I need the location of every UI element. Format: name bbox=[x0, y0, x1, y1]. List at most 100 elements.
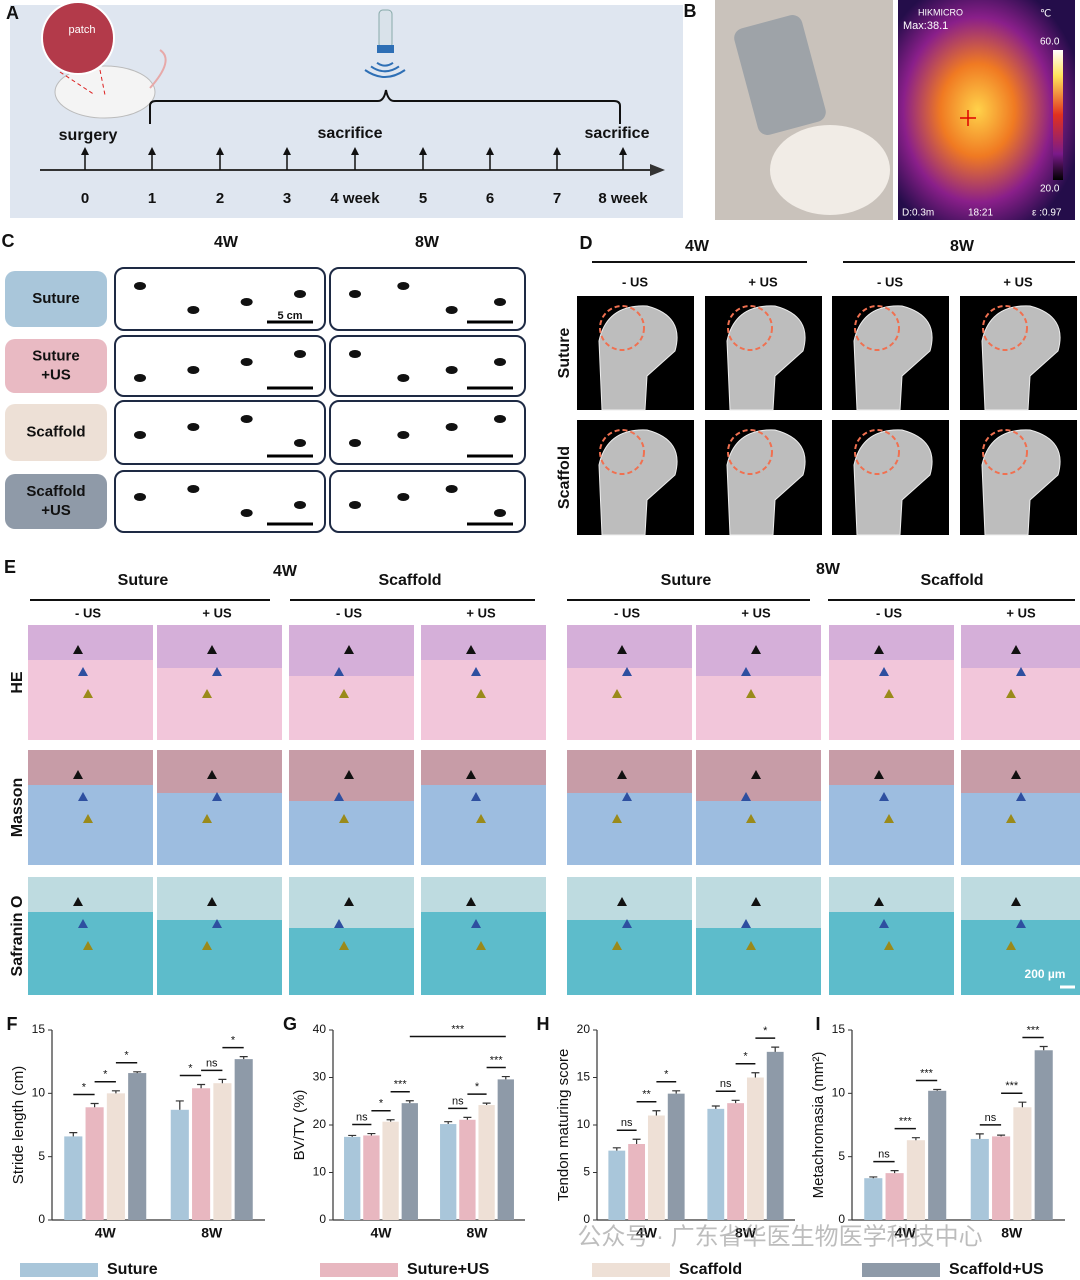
histology-region bbox=[157, 877, 282, 920]
timeline-label: 0 bbox=[81, 190, 89, 207]
subcolumn-header: + US bbox=[202, 605, 232, 620]
bar bbox=[170, 1109, 189, 1220]
legend-label: Scaffold bbox=[679, 1261, 742, 1278]
bar bbox=[727, 1103, 745, 1220]
error-bar bbox=[367, 1132, 376, 1136]
x-tick-label: 4W bbox=[371, 1225, 393, 1241]
row-label: HE bbox=[9, 671, 26, 694]
defect-circle bbox=[982, 429, 1028, 475]
error-bar bbox=[444, 1121, 453, 1125]
marker-triangle bbox=[612, 689, 622, 698]
marker-triangle bbox=[751, 770, 761, 779]
histology-region bbox=[961, 877, 1080, 920]
paw-print bbox=[397, 374, 410, 382]
significance-label: *** bbox=[1027, 1024, 1041, 1036]
timepoint-header: 8W bbox=[816, 561, 841, 578]
significance-label: * bbox=[379, 1098, 384, 1110]
bone-render bbox=[981, 305, 1061, 411]
paw-print bbox=[349, 290, 361, 298]
marker-triangle bbox=[339, 814, 349, 823]
bone-render bbox=[726, 305, 806, 411]
y-tick-label: 10 bbox=[313, 1165, 327, 1179]
significance-label: * bbox=[664, 1069, 669, 1081]
marker-triangle bbox=[874, 770, 884, 779]
bar bbox=[992, 1136, 1011, 1220]
paw-print bbox=[240, 509, 253, 517]
marker-triangle bbox=[1011, 897, 1021, 906]
marker-triangle bbox=[344, 897, 354, 906]
marker-triangle bbox=[1016, 667, 1026, 676]
paw-print bbox=[494, 298, 506, 306]
error-bar bbox=[632, 1138, 641, 1144]
x-tick-label: 8W bbox=[201, 1225, 223, 1241]
paw-print bbox=[134, 431, 146, 439]
group-header: Scaffold bbox=[378, 572, 441, 589]
paw-print bbox=[134, 282, 146, 290]
footprint-image bbox=[114, 470, 326, 533]
bar bbox=[906, 1140, 925, 1220]
thermal-scale-max: 60.0 bbox=[1040, 37, 1060, 48]
paw-print bbox=[397, 493, 410, 501]
bar bbox=[234, 1059, 253, 1220]
paw-print bbox=[240, 358, 253, 366]
error-bar bbox=[463, 1116, 472, 1120]
bar bbox=[213, 1083, 232, 1220]
group-label: Scaffold bbox=[26, 483, 85, 500]
error-bar bbox=[933, 1088, 942, 1091]
error-bar bbox=[751, 1072, 760, 1078]
marker-triangle bbox=[78, 667, 88, 676]
error-bar bbox=[672, 1090, 681, 1094]
error-bar bbox=[239, 1056, 248, 1060]
group-label: Suture bbox=[32, 290, 80, 307]
marker-triangle bbox=[746, 689, 756, 698]
marker-triangle bbox=[78, 792, 88, 801]
y-tick-label: 40 bbox=[313, 1022, 327, 1036]
legend-label: Suture bbox=[107, 1261, 158, 1278]
inset-photo bbox=[41, 1, 115, 75]
marker-triangle bbox=[884, 689, 894, 698]
group-header: Suture bbox=[118, 572, 169, 589]
histology-region bbox=[421, 877, 546, 912]
histology-region bbox=[421, 625, 546, 660]
marker-triangle bbox=[741, 919, 751, 928]
panel-letter: D bbox=[580, 233, 593, 253]
time-arrowhead bbox=[419, 147, 427, 155]
event-label: sacrifice bbox=[318, 125, 383, 142]
subcolumn-header: - US bbox=[75, 605, 101, 620]
bar bbox=[885, 1173, 904, 1220]
paw-print bbox=[397, 431, 410, 439]
timeline-label: 8 week bbox=[598, 190, 648, 207]
marker-triangle bbox=[1006, 814, 1016, 823]
marker-triangle bbox=[1011, 645, 1021, 654]
significance-label: ns bbox=[878, 1149, 890, 1161]
time-arrowhead bbox=[216, 147, 224, 155]
bone-render bbox=[853, 305, 933, 411]
marker-triangle bbox=[466, 770, 476, 779]
thermal-image bbox=[898, 0, 1075, 220]
x-tick-label: 8W bbox=[467, 1225, 489, 1241]
marker-triangle bbox=[334, 792, 344, 801]
error-bar bbox=[501, 1075, 510, 1080]
significance-label: ns bbox=[206, 1057, 218, 1069]
footprint-image bbox=[329, 470, 526, 533]
footprint-image bbox=[114, 267, 326, 331]
panel-letter: G bbox=[283, 1014, 297, 1034]
error-bar bbox=[711, 1105, 720, 1109]
significance-label: ns bbox=[720, 1078, 732, 1090]
subcolumn-header: - US bbox=[622, 274, 648, 289]
column-header: 4W bbox=[685, 238, 710, 255]
defect-circle bbox=[727, 429, 773, 475]
thermal-emissivity: ε :0.97 bbox=[1032, 208, 1062, 219]
bar bbox=[497, 1079, 514, 1220]
y-axis-label: BV/TV (%) bbox=[291, 1090, 308, 1161]
marker-triangle bbox=[73, 645, 83, 654]
defect-circle bbox=[727, 305, 773, 351]
significance-label: *** bbox=[394, 1079, 408, 1091]
marker-triangle bbox=[202, 689, 212, 698]
marker-triangle bbox=[212, 919, 222, 928]
y-tick-label: 0 bbox=[583, 1212, 590, 1226]
marker-triangle bbox=[212, 792, 222, 801]
defect-circle bbox=[854, 429, 900, 475]
paw-print bbox=[240, 415, 253, 423]
